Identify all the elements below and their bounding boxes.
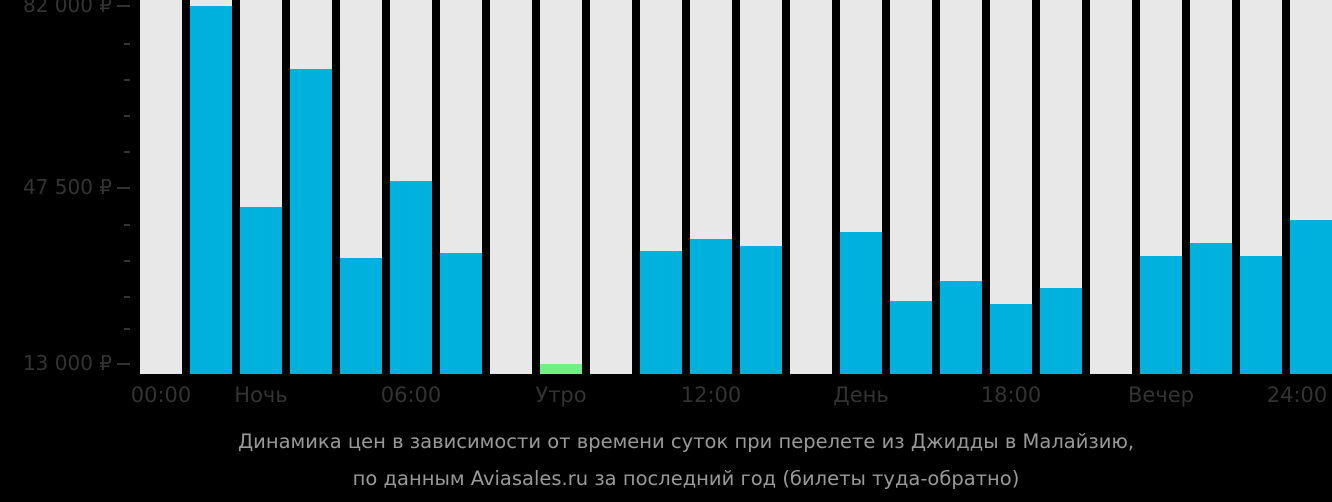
bar[interactable] [1140,256,1182,374]
bar[interactable] [890,301,932,374]
bar-slot-17-18[interactable] [990,0,1032,374]
bar-slot-16-17[interactable] [940,0,982,374]
bar[interactable] [390,180,432,374]
bar-slot-04-05[interactable] [340,0,382,374]
bar[interactable] [1190,243,1232,374]
bar-slot-11-12[interactable] [690,0,732,374]
bar[interactable] [1290,219,1332,374]
bar-slot-08-09[interactable] [540,0,582,374]
bar-slot-01-02[interactable] [190,0,232,374]
y-axis-minor-tick [124,328,130,330]
x-axis-label: 24:00 [1266,383,1328,407]
bar-slot-05-06[interactable] [390,0,432,374]
y-axis-major-tick [117,363,130,365]
x-axis-label: 18:00 [980,383,1042,407]
bar[interactable] [990,303,1032,374]
bar[interactable] [190,6,232,374]
bar-slot-14-15[interactable] [840,0,882,374]
bar-slot-00-01[interactable] [140,0,182,374]
x-axis-label: 06:00 [380,383,442,407]
y-axis-minor-tick [124,224,130,226]
bar[interactable] [1040,287,1082,374]
bar-slot-19-20[interactable] [1090,0,1132,374]
bar[interactable] [1240,256,1282,374]
y-axis-minor-tick [124,260,130,262]
x-axis-label: Утро [535,383,587,407]
chart-caption-line-1: Динамика цен в зависимости от времени су… [237,430,1135,453]
y-axis-major-tick [117,187,130,189]
bar-slot-10-11[interactable] [640,0,682,374]
bar[interactable] [940,281,982,374]
bar-slot-22-23[interactable] [1240,0,1282,374]
bar-slot-09-10[interactable] [590,0,632,374]
bar[interactable] [340,258,382,374]
y-axis-minor-tick [124,296,130,298]
bar-slot-21-22[interactable] [1190,0,1232,374]
y-axis-minor-tick [124,43,130,45]
y-axis-minor-tick [124,79,130,81]
x-axis-label: Ночь [234,383,288,407]
x-axis-label: 00:00 [130,383,192,407]
bar-slot-07-08[interactable] [490,0,532,374]
y-axis-label: 82 000 ₽ [22,0,112,17]
bar-slot-23-24[interactable] [1290,0,1332,374]
bar-slot-03-04[interactable] [290,0,332,374]
bar[interactable] [240,206,282,374]
x-axis-label: 12:00 [680,383,742,407]
bar[interactable] [690,238,732,374]
y-axis-label: 13 000 ₽ [22,351,112,375]
y-axis-minor-tick [124,151,130,153]
bar[interactable] [840,232,882,374]
y-axis-minor-tick [124,115,130,117]
bar-slot-02-03[interactable] [240,0,282,374]
bar-slot-12-13[interactable] [740,0,782,374]
bar[interactable] [290,68,332,374]
x-axis-label: День [833,383,889,407]
chart-caption-line-2: по данным Aviasales.ru за последний год … [352,467,1020,490]
bar-cheapest[interactable] [540,364,582,374]
bar[interactable] [440,252,482,374]
bar[interactable] [740,246,782,374]
bar[interactable] [640,250,682,374]
bar-slot-06-07[interactable] [440,0,482,374]
y-axis-label: 47 500 ₽ [22,175,112,199]
bar-slot-18-19[interactable] [1040,0,1082,374]
bar-slot-20-21[interactable] [1140,0,1182,374]
x-axis-label: Вечер [1128,383,1194,407]
bar-slot-15-16[interactable] [890,0,932,374]
bar-slot-13-14[interactable] [790,0,832,374]
y-axis-major-tick [117,5,130,7]
